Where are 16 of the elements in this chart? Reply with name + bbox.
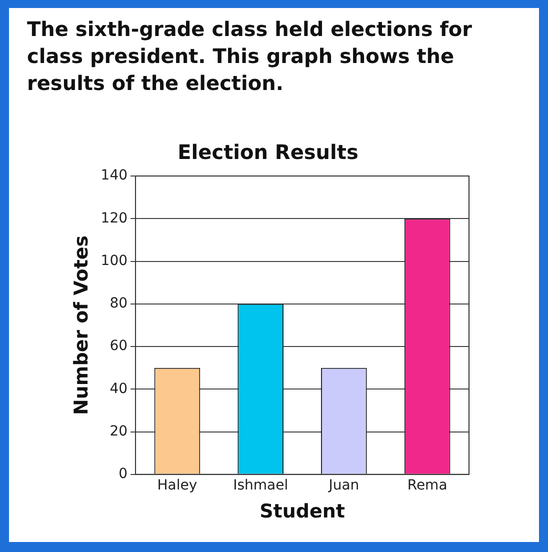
x-tick-label: Rema (407, 477, 448, 494)
y-axis-title: Number of Votes (70, 235, 92, 416)
text: The sixth-grade class held elections for class president. This graph shows the results of the election. (27, 16, 474, 97)
y-tick-label: 40 (110, 380, 128, 397)
y-tick-label: 120 (100, 210, 128, 226)
x-axis-title: Student (260, 500, 345, 523)
x-tick-label: Haley (157, 477, 198, 494)
x-tick-label: Ishmael (233, 477, 288, 494)
y-tick-label: 80 (110, 296, 128, 312)
y-tick-label: 140 (100, 168, 128, 184)
y-tick-label: 60 (110, 338, 128, 354)
x-tick-label: Juan (328, 477, 360, 494)
y-tick-label: 20 (110, 423, 128, 440)
y-tick-label: 100 (100, 252, 128, 269)
y-tick-label: 0 (118, 466, 128, 482)
chart-title: Election Results (178, 140, 358, 164)
